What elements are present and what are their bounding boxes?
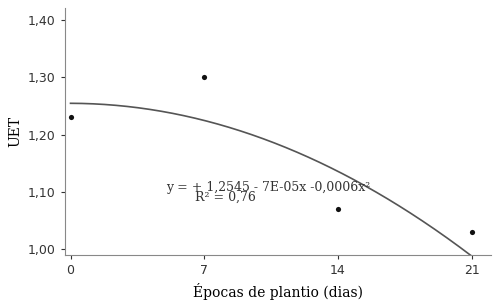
- Text: R² = 0,76: R² = 0,76: [195, 191, 255, 204]
- Y-axis label: UET: UET: [8, 116, 22, 147]
- Text: y = + 1,2545 - 7E-05x -0,0006x²: y = + 1,2545 - 7E-05x -0,0006x²: [166, 181, 370, 194]
- X-axis label: Épocas de plantio (dias): Épocas de plantio (dias): [193, 283, 363, 300]
- Point: [468, 230, 476, 235]
- Point: [200, 75, 208, 80]
- Point: [66, 115, 74, 120]
- Point: [334, 207, 342, 212]
